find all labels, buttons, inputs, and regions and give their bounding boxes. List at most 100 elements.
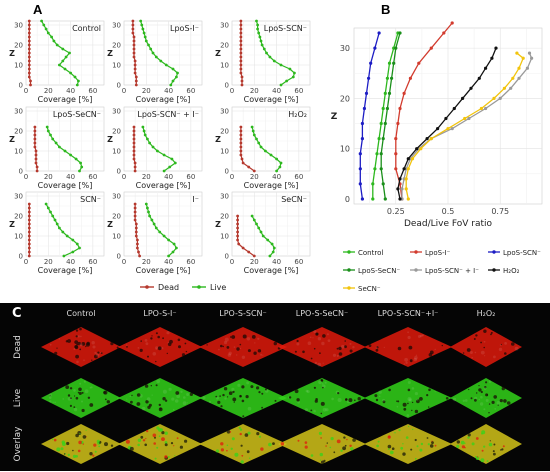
micrograph-speckle [155, 348, 157, 350]
series-point-6 [406, 157, 410, 161]
live-point [58, 226, 61, 230]
micrograph-speckle [499, 343, 502, 346]
live-point [169, 83, 173, 87]
micrograph-speckle [202, 396, 206, 400]
micrograph-speckle [106, 400, 111, 404]
live-point [266, 238, 270, 242]
micrograph-speckle [317, 337, 322, 341]
live-point [44, 27, 48, 31]
series-line-6 [397, 47, 497, 200]
series-point-7 [521, 56, 525, 60]
dead-point [132, 47, 136, 51]
micrograph-speckle [253, 351, 257, 355]
dead-point [27, 210, 31, 214]
dead-point [133, 63, 137, 67]
column-header: LPO-S-SCN⁻+I⁻ [378, 309, 439, 318]
micrograph-speckle [474, 398, 477, 402]
x-tick-label: 0 [24, 173, 28, 181]
column-header: H₂O₂ [477, 309, 496, 318]
dead-point [137, 250, 140, 254]
micrograph-speckle [227, 353, 232, 357]
micrograph-tile [450, 424, 522, 464]
series-point-2 [450, 21, 454, 25]
micrograph-speckle [408, 425, 410, 428]
live-point [162, 169, 166, 173]
micrograph-speckle [94, 351, 97, 354]
micrograph-speckle [257, 337, 260, 340]
micrograph-speckle [75, 455, 78, 458]
legend-dead-label: Dead [158, 283, 179, 292]
x-tick-label: 0 [122, 258, 126, 266]
micrograph-speckle [241, 355, 246, 359]
y-axis-label: Z [9, 220, 15, 229]
micrograph-speckle [502, 445, 505, 448]
micrograph-speckle [411, 387, 415, 390]
micrograph-speckle [294, 389, 299, 394]
dead-point [239, 133, 243, 137]
micrograph-speckle [431, 440, 433, 442]
micrograph-speckle [164, 443, 168, 447]
micrograph-speckle [70, 398, 73, 401]
dead-point [131, 31, 135, 35]
micrograph-speckle [481, 430, 486, 435]
micrograph-speckle [227, 396, 229, 398]
live-point [252, 133, 256, 137]
y-tick-label: 0 [19, 168, 23, 176]
y-tick-label: 0 [19, 82, 23, 90]
micrograph-speckle [323, 459, 326, 462]
micrograph-speckle [164, 456, 168, 460]
micrograph-base [278, 424, 366, 464]
micrograph-speckle [155, 360, 157, 363]
dead-point [236, 214, 239, 218]
micrograph-speckle [314, 399, 318, 403]
micrograph-speckle [296, 398, 300, 402]
facet-title: LpoS-SeCN⁻ [53, 110, 101, 119]
micrograph-speckle [327, 339, 331, 342]
series-point-3 [373, 46, 377, 50]
legend-marker [347, 250, 351, 254]
micrograph-speckle [166, 331, 170, 335]
micrograph-speckle [338, 352, 343, 356]
micrograph-speckle [247, 431, 251, 435]
live-point [65, 234, 69, 238]
micrograph-speckle [441, 344, 443, 347]
micrograph-speckle [349, 444, 352, 447]
x-tick-label: 40 [164, 173, 173, 181]
micrograph-speckle [67, 453, 71, 457]
live-point [55, 222, 59, 226]
series-point-6 [444, 116, 448, 121]
micrograph-speckle [250, 385, 254, 389]
y-tick-label: 20 [14, 42, 23, 50]
micrograph-base [41, 424, 121, 464]
x-tick-label: 40 [66, 258, 75, 266]
dead-point [240, 75, 244, 79]
live-point [259, 39, 263, 43]
micrograph-speckle [344, 444, 347, 447]
dead-point [35, 169, 39, 173]
live-point [78, 246, 81, 250]
micrograph-speckle [319, 459, 321, 461]
dead-point [239, 67, 243, 71]
micrograph-speckle [229, 336, 232, 338]
live-point [256, 23, 259, 27]
live-point [271, 250, 275, 254]
micrograph-speckle [104, 442, 108, 447]
series-point-7 [404, 177, 408, 181]
micrograph-speckle [304, 408, 308, 412]
dead-point [134, 83, 138, 87]
dead-point [27, 222, 31, 226]
micrograph-speckle [333, 451, 336, 454]
micrograph-speckle [73, 407, 78, 412]
micrograph-speckle [65, 385, 70, 389]
micrograph-speckle [116, 346, 119, 349]
micrograph-speckle [375, 348, 379, 352]
micrograph-speckle [145, 400, 149, 404]
micrograph-speckle [313, 386, 316, 389]
micrograph-speckle [434, 391, 436, 393]
x-tick-label: 0 [230, 258, 234, 266]
dead-point [236, 238, 239, 242]
live-point [54, 141, 58, 145]
dead-point [132, 55, 136, 59]
micrograph-speckle [306, 390, 310, 394]
micrograph-base [41, 378, 121, 418]
